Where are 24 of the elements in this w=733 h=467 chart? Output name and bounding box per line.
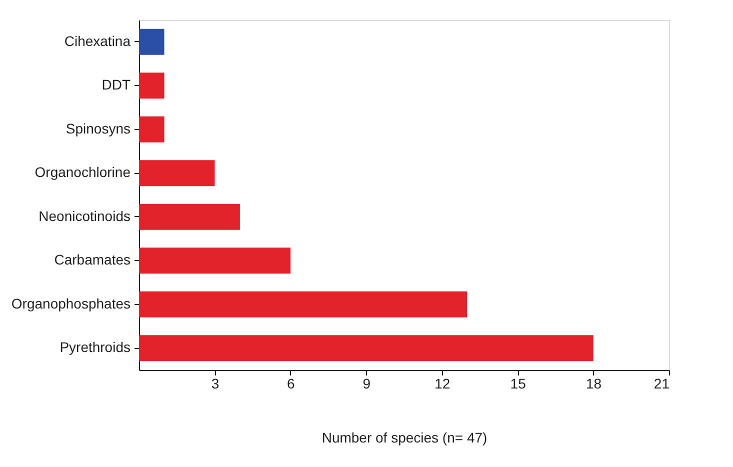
- bar: [139, 160, 215, 186]
- x-tick-label: 3: [211, 376, 220, 392]
- x-tick-label: 21: [654, 376, 670, 392]
- y-tick-label: Organochlorine: [34, 164, 131, 180]
- y-tick-label: Organophosphates: [11, 295, 130, 312]
- x-axis-title: Number of species (n= 47): [322, 430, 488, 446]
- y-tick-label: Carbamates: [54, 252, 130, 268]
- y-tick-label: Pyrethroids: [60, 339, 130, 356]
- bar: [139, 204, 240, 230]
- bar: [139, 116, 164, 142]
- bar: [139, 72, 164, 99]
- y-tick-label: Neonicotinoids: [38, 208, 130, 224]
- bar: [139, 335, 594, 362]
- bar: [139, 291, 468, 318]
- y-tick-label: Spinosyns: [66, 120, 130, 136]
- x-tick-label: 6: [287, 376, 296, 392]
- x-tick-label: 15: [510, 376, 526, 392]
- bar: [139, 28, 164, 55]
- x-tick-label: 18: [586, 376, 602, 392]
- x-tick-label: 9: [362, 376, 371, 392]
- x-tick-label: 12: [434, 376, 450, 392]
- y-tick-label: Cihexatina: [64, 32, 131, 49]
- bar: [139, 248, 290, 274]
- y-tick-label: DDT: [102, 76, 131, 93]
